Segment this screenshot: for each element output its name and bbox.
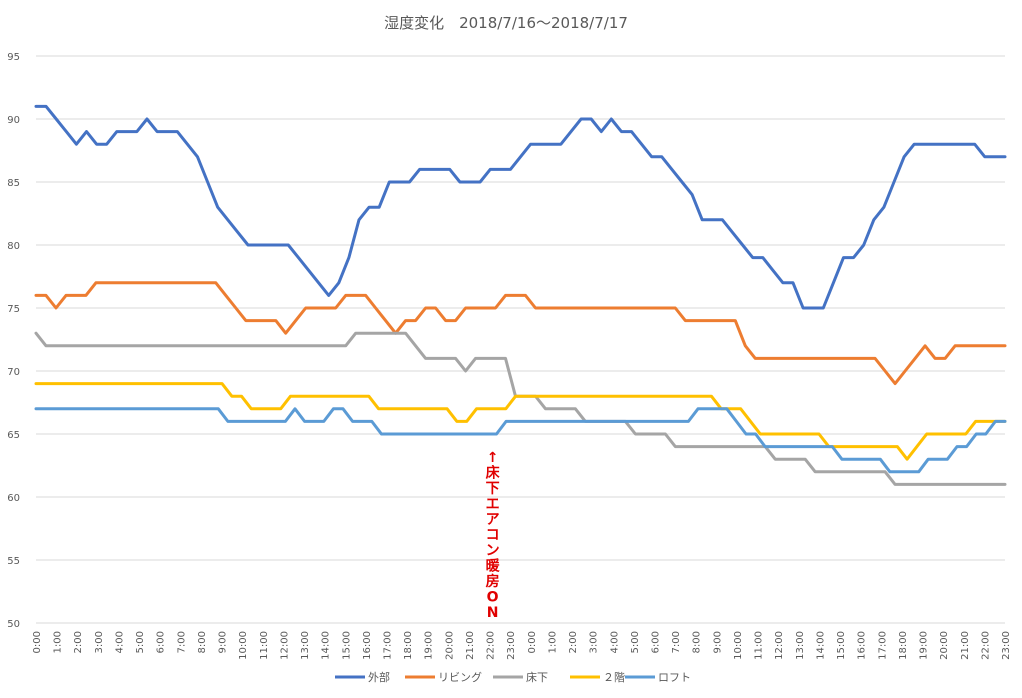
x-tick-label: 10:00 xyxy=(238,631,249,660)
annotation-text: ↑床下エアコン暖房 O N xyxy=(486,450,501,621)
x-tick-label: 1:00 xyxy=(547,631,558,653)
legend-label: ２階 xyxy=(603,670,625,684)
y-tick-label: 50 xyxy=(7,619,20,630)
y-axis: 50 55 60 65 70 75 80 85 90 95 xyxy=(7,52,20,630)
x-tick-label: 13:00 xyxy=(795,631,806,660)
x-tick-label: 8:00 xyxy=(692,631,703,653)
legend-item: ２階 xyxy=(570,670,625,684)
series-line-1 xyxy=(34,104,1007,310)
x-tick-label: 5:00 xyxy=(135,631,146,653)
y-tick-label: 85 xyxy=(7,178,20,189)
x-tick-label: 0:00 xyxy=(527,631,538,653)
gridlines xyxy=(36,55,1005,624)
x-tick-label: 21:00 xyxy=(960,631,971,660)
series-line-4 xyxy=(34,382,1007,461)
legend-item: ロフト xyxy=(625,671,691,684)
x-tick-label: 16:00 xyxy=(362,631,373,660)
y-tick-label: 65 xyxy=(7,430,20,441)
series-line-5 xyxy=(34,407,1007,474)
legend-item: 床下 xyxy=(493,670,548,684)
x-tick-label: 20:00 xyxy=(939,631,950,660)
legend-item: リビング xyxy=(405,670,482,684)
x-tick-label: 0:00 xyxy=(32,631,43,653)
series-line-2 xyxy=(34,281,1007,386)
y-tick-label: 95 xyxy=(7,52,20,63)
x-tick-label: 7:00 xyxy=(671,631,682,653)
x-tick-label: 23:00 xyxy=(506,631,517,660)
x-tick-label: 22:00 xyxy=(486,631,497,660)
y-tick-label: 55 xyxy=(7,556,20,567)
x-tick-label: 14:00 xyxy=(321,631,332,660)
x-tick-label: 1:00 xyxy=(53,631,64,653)
x-tick-label: 16:00 xyxy=(857,631,868,660)
x-tick-label: 11:00 xyxy=(259,631,270,660)
chart-title: 湿度変化 2018/7/16～2018/7/17 xyxy=(384,14,628,32)
x-tick-label: 17:00 xyxy=(382,631,393,660)
y-tick-label: 70 xyxy=(7,367,20,378)
x-tick-label: 7:00 xyxy=(176,631,187,653)
x-tick-label: 18:00 xyxy=(403,631,414,660)
x-tick-label: 2:00 xyxy=(568,631,579,653)
x-tick-label: 20:00 xyxy=(444,631,455,660)
x-tick-label: 19:00 xyxy=(424,631,435,660)
x-tick-label: 4:00 xyxy=(609,631,620,653)
x-tick-label: 15:00 xyxy=(836,631,847,660)
x-tick-label: 9:00 xyxy=(712,631,723,653)
y-tick-label: 90 xyxy=(7,115,20,126)
legend-label: リビング xyxy=(438,670,482,684)
x-tick-label: 23:00 xyxy=(1001,631,1012,660)
x-tick-label: 3:00 xyxy=(94,631,105,653)
x-tick-label: 14:00 xyxy=(815,631,826,660)
x-tick-label: 4:00 xyxy=(114,631,125,653)
x-tick-label: 12:00 xyxy=(774,631,785,660)
x-tick-label: 2:00 xyxy=(73,631,84,653)
x-tick-label: 18:00 xyxy=(898,631,909,660)
legend-item: 外部 xyxy=(335,670,390,684)
x-tick-label: 21:00 xyxy=(465,631,476,660)
x-tick-label: 10:00 xyxy=(733,631,744,660)
y-tick-label: 75 xyxy=(7,304,20,315)
x-tick-label: 6:00 xyxy=(651,631,662,653)
x-tick-label: 19:00 xyxy=(919,631,930,660)
x-tick-label: 11:00 xyxy=(754,631,765,660)
x-tick-label: 17:00 xyxy=(877,631,888,660)
x-tick-label: 9:00 xyxy=(218,631,229,653)
annotation: ↑床下エアコン暖房 O N xyxy=(486,450,501,621)
legend: 外部 リビング 床下 ２階 ロフト xyxy=(335,670,691,684)
series-lines xyxy=(34,104,1007,486)
x-tick-label: 3:00 xyxy=(589,631,600,653)
x-axis: 0:00 1:00 2:00 3:00 4:00 5:00 6:00 7:00 8:00 9:00… xyxy=(32,631,1012,660)
x-tick-label: 8:00 xyxy=(197,631,208,653)
y-tick-label: 80 xyxy=(7,241,20,252)
x-tick-label: 12:00 xyxy=(279,631,290,660)
x-tick-label: 22:00 xyxy=(980,631,991,660)
y-tick-label: 60 xyxy=(7,493,20,504)
x-tick-label: 13:00 xyxy=(300,631,311,660)
x-tick-label: 15:00 xyxy=(341,631,352,660)
legend-label: 外部 xyxy=(368,670,390,684)
x-tick-label: 5:00 xyxy=(630,631,641,653)
legend-label: 床下 xyxy=(526,670,548,684)
legend-label: ロフト xyxy=(658,671,691,684)
x-tick-label: 6:00 xyxy=(156,631,167,653)
